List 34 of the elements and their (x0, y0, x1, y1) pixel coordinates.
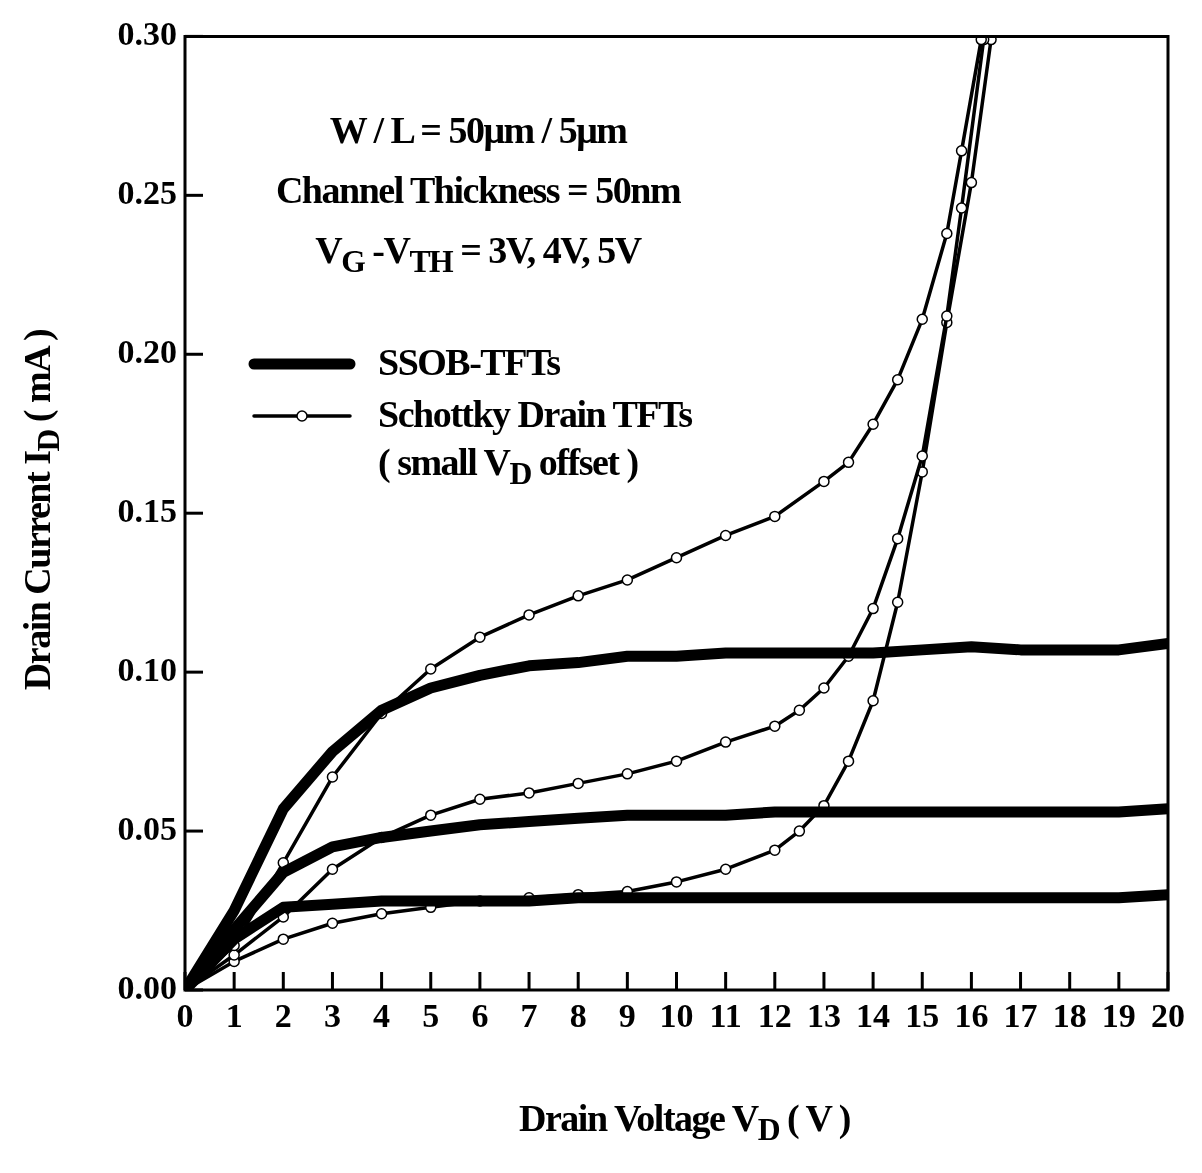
x-tick-label: 17 (1003, 997, 1038, 1035)
x-tick-label: 3 (323, 997, 341, 1035)
x-tick-label: 6 (471, 997, 489, 1035)
x-tick-label: 2 (274, 997, 292, 1035)
annotation: V$_{G}$ -V$_{TH}$ = 3V, 4V, 5V (314, 228, 643, 281)
legend-label: Schottky Drain TFTs ( small V$_{D}$ offset ) (378, 392, 692, 493)
x-tick-label: 15 (905, 997, 940, 1035)
y-tick-label: 0.00 (117, 968, 177, 1006)
x-tick-label: 9 (618, 997, 636, 1035)
y-tick-label: 0.30 (117, 15, 177, 53)
y-tick-label: 0.15 (117, 491, 177, 529)
x-tick-label: 18 (1052, 997, 1087, 1035)
annotation: W / L = 50μm / 5μm (328, 108, 628, 153)
x-tick-label: 20 (1151, 997, 1185, 1035)
x-tick-label: 5 (422, 997, 440, 1035)
y-tick-label: 0.10 (117, 650, 177, 688)
x-tick-label: 19 (1101, 997, 1136, 1035)
x-axis-title: Drain Voltage V$_{D}$ ( V ) (518, 1096, 851, 1148)
y-tick-label: 0.25 (117, 174, 177, 212)
annotation: Channel Thickness = 50nm (274, 168, 682, 213)
y-tick-label: 0.05 (117, 809, 177, 847)
legend-label: SSOB-TFTs (378, 340, 560, 385)
y-tick-label: 0.20 (117, 333, 177, 371)
x-tick-label: 7 (520, 997, 538, 1035)
x-tick-label: 8 (569, 997, 587, 1035)
x-tick-label: 14 (856, 997, 891, 1035)
x-tick-label: 12 (757, 997, 792, 1035)
x-tick-label: 16 (954, 997, 989, 1035)
x-tick-label: 11 (709, 997, 742, 1035)
x-tick-label: 4 (373, 997, 391, 1035)
x-tick-label: 13 (806, 997, 841, 1035)
x-tick-label: 0 (176, 997, 194, 1035)
x-tick-label: 1 (225, 997, 243, 1035)
x-tick-label: 10 (659, 997, 694, 1035)
